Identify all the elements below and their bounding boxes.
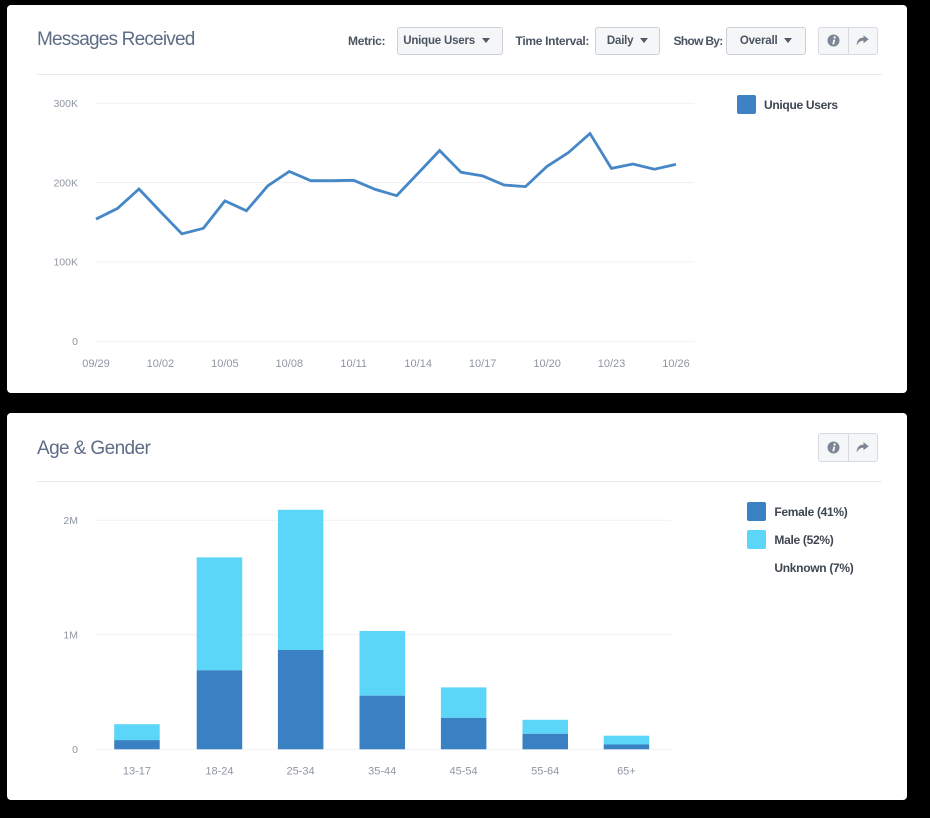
- svg-text:10/05: 10/05: [211, 358, 239, 370]
- svg-text:10/02: 10/02: [147, 358, 175, 370]
- svg-text:2M: 2M: [63, 515, 78, 527]
- svg-text:1M: 1M: [63, 630, 78, 642]
- svg-text:100K: 100K: [53, 257, 78, 269]
- svg-text:10/23: 10/23: [598, 358, 626, 370]
- svg-text:10/20: 10/20: [533, 358, 561, 370]
- svg-text:45-54: 45-54: [450, 766, 478, 778]
- svg-text:10/26: 10/26: [662, 358, 690, 370]
- svg-text:25-34: 25-34: [287, 766, 315, 778]
- svg-text:10/11: 10/11: [340, 358, 367, 370]
- svg-text:18-24: 18-24: [205, 766, 233, 778]
- svg-text:10/14: 10/14: [404, 358, 432, 370]
- svg-text:65+: 65+: [617, 766, 636, 778]
- svg-text:200K: 200K: [53, 177, 78, 189]
- svg-text:55-64: 55-64: [531, 766, 559, 778]
- svg-text:0: 0: [72, 336, 78, 348]
- svg-text:300K: 300K: [53, 98, 78, 110]
- svg-text:0: 0: [72, 744, 78, 756]
- svg-text:35-44: 35-44: [368, 766, 396, 778]
- svg-text:10/08: 10/08: [276, 358, 304, 370]
- svg-text:13-17: 13-17: [123, 766, 151, 778]
- svg-text:10/17: 10/17: [469, 358, 497, 370]
- svg-text:09/29: 09/29: [82, 358, 110, 370]
